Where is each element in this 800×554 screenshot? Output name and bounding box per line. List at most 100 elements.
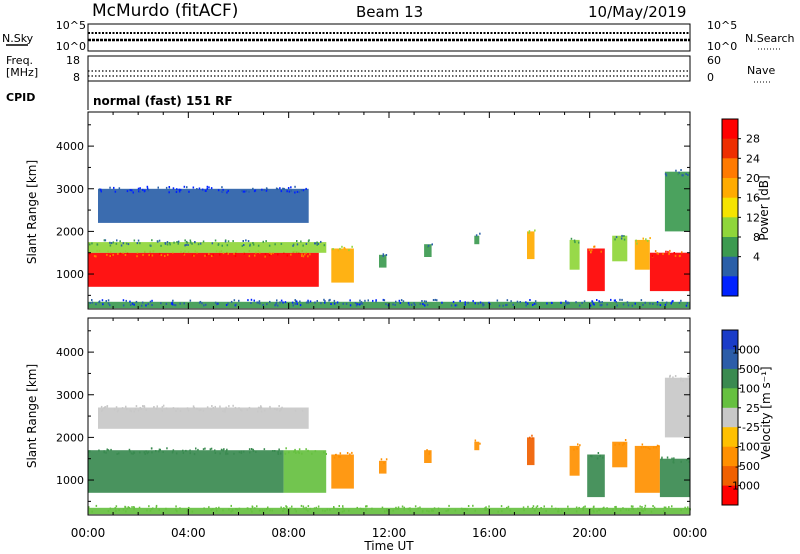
scatter-speckle — [199, 300, 202, 303]
scatter-speckle — [158, 448, 161, 451]
scatter-speckle — [414, 505, 417, 508]
scatter-speckle — [326, 508, 328, 511]
scatter-speckle — [403, 508, 405, 511]
scatter-speckle — [179, 409, 182, 412]
scatter-speckle — [226, 448, 228, 451]
scatter-speckle — [596, 299, 598, 301]
x-tick-label: 00:00 — [673, 526, 708, 540]
scatter-speckle — [167, 253, 169, 256]
scatter-speckle — [256, 505, 258, 508]
scatter-speckle — [260, 410, 263, 413]
scatter-speckle — [119, 252, 122, 255]
scatter-speckle — [583, 300, 586, 303]
station-title: McMurdo (fitACF) — [92, 1, 238, 21]
scatter-speckle — [323, 298, 325, 301]
scatter-speckle — [153, 406, 155, 409]
scatter-speckle — [143, 406, 146, 409]
scatter-speckle — [661, 299, 664, 302]
x-tick-label: 04:00 — [171, 526, 206, 540]
scatter-speckle — [191, 254, 194, 257]
scatter-speckle — [474, 509, 476, 512]
scatter-speckle — [426, 509, 428, 512]
scatter-speckle — [266, 507, 269, 510]
scatter-speckle — [311, 452, 313, 455]
scatter-speckle — [354, 302, 357, 304]
scatter-speckle — [91, 299, 93, 301]
scatter-speckle — [179, 302, 181, 305]
scatter-speckle — [680, 460, 682, 463]
y-tick-label: 3000 — [56, 183, 84, 196]
velocity-colorbar-tick-label: 100 — [739, 382, 760, 395]
scatter-speckle — [320, 302, 322, 305]
scatter-speckle — [285, 447, 287, 450]
scatter-speckle — [126, 408, 128, 411]
search-tick-top: 10^5 — [707, 19, 737, 32]
scatter-speckle — [149, 300, 152, 303]
scatter-speckle — [264, 255, 266, 258]
scatter-speckle — [305, 242, 308, 245]
scatter-speckle — [365, 505, 367, 508]
scatter-speckle — [142, 405, 144, 408]
scatter-speckle — [224, 240, 227, 243]
beam-title: Beam 13 — [356, 3, 423, 21]
scatter-speckle — [578, 506, 580, 509]
scatter-speckle — [531, 507, 534, 509]
scatter-speckle — [685, 304, 688, 307]
scatter-speckle — [401, 505, 404, 508]
scatter-speckle — [175, 191, 178, 193]
scatter-speckle — [203, 507, 205, 510]
scatter-speckle — [316, 241, 318, 244]
scatter-speckle — [189, 239, 192, 242]
scatter-speckle — [280, 506, 282, 509]
velocity-colorbar-tick-label: 25 — [746, 402, 760, 415]
scatter-speckle — [224, 239, 227, 242]
scatter-speckle — [88, 506, 90, 509]
scatter-speckle — [557, 508, 560, 510]
scatter-speckle — [283, 187, 285, 190]
scatter-speckle — [413, 302, 415, 305]
scatter-speckle — [225, 450, 228, 453]
scatter-speckle — [335, 453, 337, 456]
scatter-speckle — [479, 442, 481, 445]
scatter-speckle — [684, 506, 686, 509]
scatter-speckle — [481, 302, 484, 305]
scatter-speckle — [132, 452, 134, 455]
scatter-region — [569, 445, 580, 476]
scatter-speckle — [502, 304, 504, 307]
scatter-speckle — [314, 242, 317, 245]
scatter-speckle — [139, 451, 141, 454]
scatter-speckle — [156, 405, 158, 408]
scatter-speckle — [269, 405, 271, 408]
scatter-speckle — [270, 253, 272, 255]
scatter-speckle — [298, 448, 301, 451]
scatter-speckle — [258, 509, 261, 512]
scatter-speckle — [172, 299, 174, 302]
scatter-speckle — [506, 506, 508, 509]
scatter-speckle — [260, 407, 262, 410]
scatter-speckle — [189, 449, 191, 452]
scatter-speckle — [474, 439, 477, 442]
sky-tick-top: 10^5 — [56, 19, 86, 32]
scatter-speckle — [247, 240, 250, 243]
scatter-speckle — [216, 303, 218, 306]
scatter-speckle — [265, 187, 268, 190]
scatter-speckle — [302, 505, 305, 508]
scatter-speckle — [240, 452, 243, 454]
scatter-speckle — [221, 186, 223, 189]
velocity-colorbar-swatch — [722, 427, 738, 448]
scatter-speckle — [191, 242, 193, 245]
power-colorbar-swatch — [722, 178, 738, 199]
sky-noise-label: N.Sky — [2, 32, 34, 45]
scatter-speckle — [294, 448, 296, 451]
scatter-speckle — [655, 446, 657, 449]
scatter-speckle — [122, 304, 125, 307]
scatter-speckle — [165, 186, 168, 189]
scatter-speckle — [248, 448, 251, 451]
scatter-speckle — [506, 299, 509, 302]
scatter-speckle — [210, 509, 212, 511]
scatter-speckle — [534, 509, 536, 512]
scatter-speckle — [98, 300, 101, 303]
scatter-speckle — [277, 453, 280, 455]
scatter-speckle — [687, 174, 689, 176]
scatter-speckle — [155, 450, 157, 453]
